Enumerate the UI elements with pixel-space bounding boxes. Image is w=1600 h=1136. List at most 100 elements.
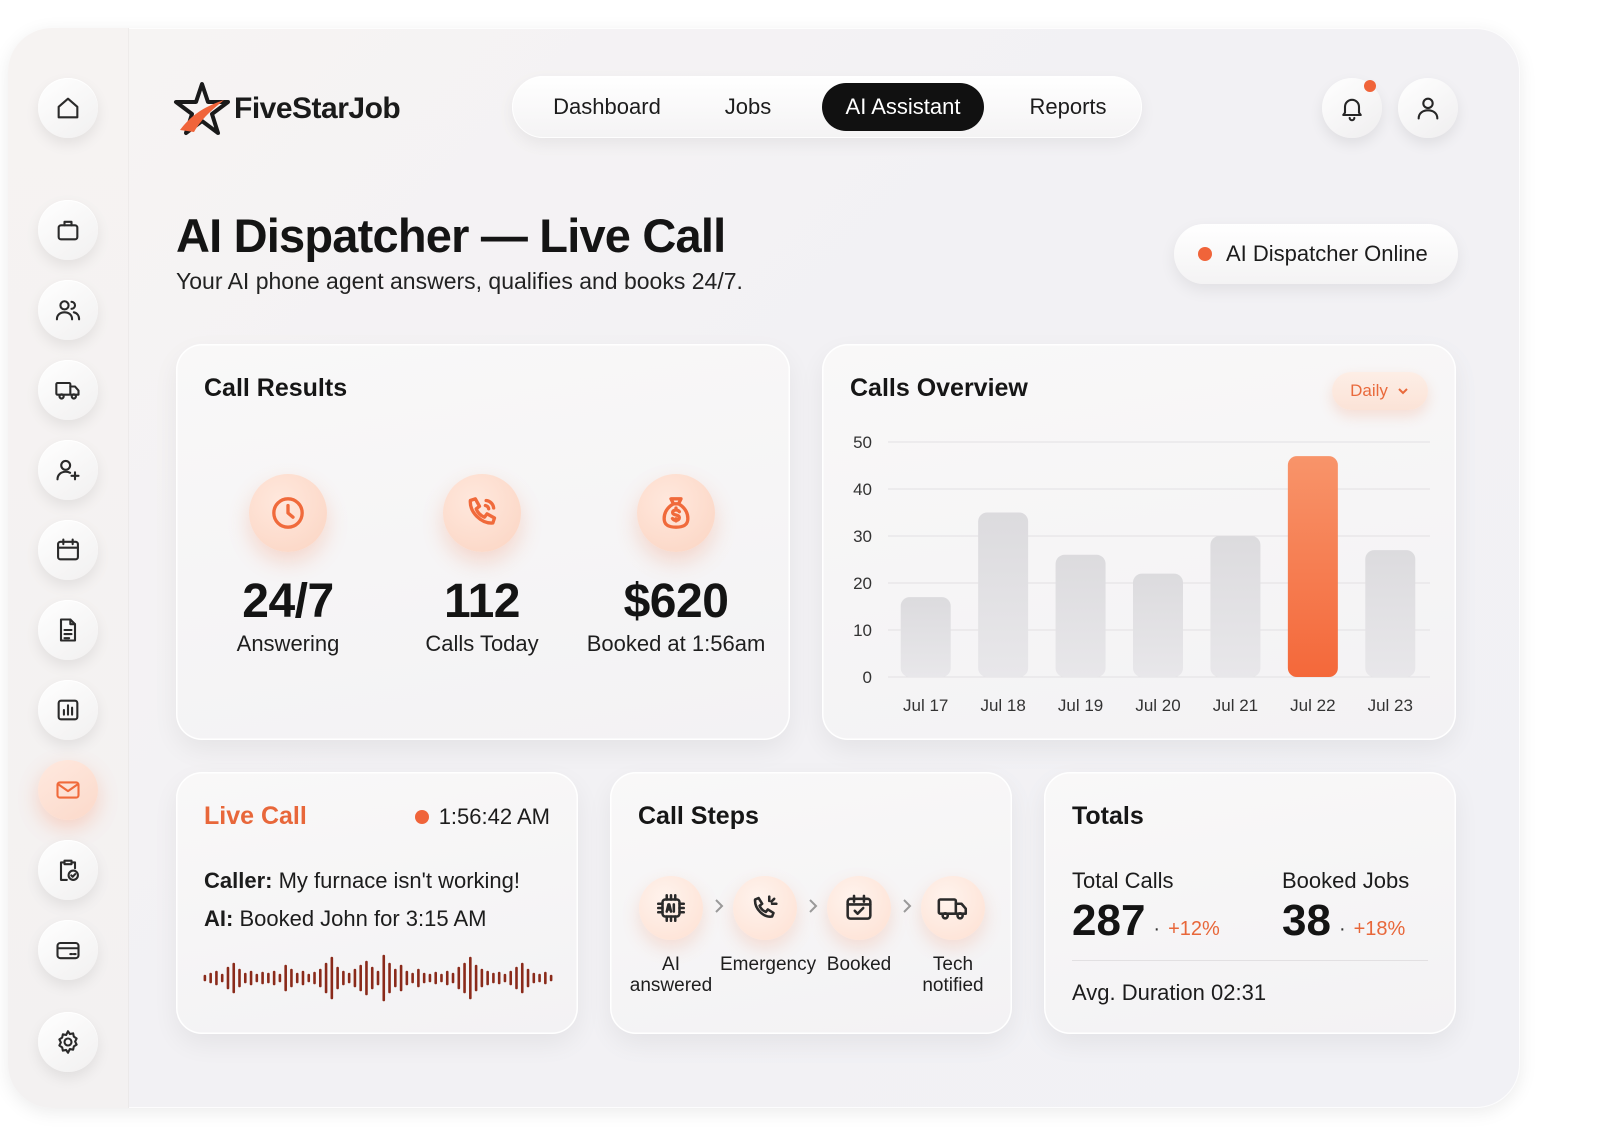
calls-bar-chart: 0 10 20 30 40 50 Jul 17 Jul 18 Jul 19 Jul 20 Jul 2… bbox=[853, 433, 1430, 715]
users-icon bbox=[55, 300, 81, 321]
caller-text: My furnace isn't working! bbox=[278, 868, 521, 893]
status-dot bbox=[1198, 247, 1212, 261]
live-call-time: 1:56:42 AM bbox=[414, 804, 550, 830]
step-icon-wrap bbox=[921, 876, 985, 940]
profile-button[interactable] bbox=[1398, 78, 1458, 138]
tab-dashboard[interactable]: Dashboard bbox=[553, 94, 661, 119]
sidebar-item-jobs[interactable] bbox=[38, 200, 98, 260]
star-logo-icon bbox=[174, 82, 230, 135]
y-tick-label: 50 bbox=[853, 433, 872, 452]
recording-dot bbox=[414, 810, 429, 824]
app-name: FiveStarJob bbox=[234, 92, 401, 125]
live-call-time-text: 1:56:42 AM bbox=[438, 804, 550, 829]
metric-icon-wrap bbox=[443, 474, 521, 552]
calendar-check-icon bbox=[846, 894, 872, 920]
sidebar-item-calendar[interactable] bbox=[38, 520, 98, 580]
separator: · bbox=[1338, 918, 1346, 940]
chevron-right-icon bbox=[715, 899, 724, 913]
x-tick-label: Jul 21 bbox=[1213, 696, 1258, 715]
metric-label: Answering bbox=[236, 631, 340, 656]
period-label: Daily bbox=[1350, 381, 1388, 400]
bar[interactable] bbox=[978, 512, 1029, 678]
metric-label: Booked at 1:56am bbox=[586, 631, 766, 656]
metric-booked: $620 Booked at 1:56am bbox=[576, 474, 776, 657]
metric-icon-wrap bbox=[249, 474, 327, 552]
total-calls-label: Total Calls bbox=[1072, 868, 1174, 893]
calls-overview-card: Calls Overview Daily 0 10 20 30 40 50 Jul 17 Ju… bbox=[822, 344, 1456, 740]
clipboard-check-icon bbox=[59, 859, 79, 881]
step-icon-wrap bbox=[827, 876, 891, 940]
logo[interactable]: FiveStarJob bbox=[172, 80, 401, 138]
period-dropdown[interactable]: Daily bbox=[1332, 372, 1428, 410]
truck-icon bbox=[937, 898, 968, 920]
bar[interactable] bbox=[1055, 554, 1106, 677]
status-text: AI Dispatcher Online bbox=[1226, 241, 1428, 266]
clock-icon bbox=[272, 497, 304, 529]
avg-duration: Avg. Duration 02:31 bbox=[1072, 980, 1267, 1005]
sidebar-item-customers[interactable] bbox=[38, 280, 98, 340]
booked-jobs: 38 · +18% bbox=[1282, 896, 1405, 946]
sidebar-item-add-user[interactable] bbox=[38, 440, 98, 500]
home-icon bbox=[57, 97, 79, 119]
metric-value: $620 bbox=[623, 575, 729, 628]
booked-jobs-value: 38 bbox=[1282, 896, 1331, 945]
step-arrow bbox=[806, 896, 820, 916]
sidebar bbox=[8, 28, 129, 1108]
call-results-title: Call Results bbox=[204, 374, 348, 402]
sidebar-item-dispatch[interactable] bbox=[38, 360, 98, 420]
user-plus-icon bbox=[56, 459, 80, 481]
call-steps-title: Call Steps bbox=[638, 802, 759, 830]
metric-calls-today: 112 Calls Today bbox=[382, 474, 582, 657]
truck-icon bbox=[55, 381, 80, 400]
sidebar-item-documents[interactable] bbox=[38, 600, 98, 660]
dispatcher-status-badge[interactable]: AI Dispatcher Online bbox=[1174, 224, 1458, 284]
caller-label: Caller: bbox=[204, 868, 273, 893]
page-title: AI Dispatcher — Live Call bbox=[176, 209, 726, 262]
y-tick-label: 40 bbox=[853, 480, 872, 499]
app-window: FiveStarJob Dashboard Jobs AI Assistant … bbox=[8, 28, 1520, 1108]
y-tick-label: 0 bbox=[863, 668, 872, 687]
live-call-card: Live Call 1:56:42 AM Caller: My furnace … bbox=[176, 772, 578, 1034]
money-bag-icon bbox=[662, 497, 690, 529]
audio-waveform bbox=[203, 954, 553, 1002]
credit-card-icon bbox=[56, 941, 80, 960]
y-tick-label: 20 bbox=[853, 574, 872, 593]
step-emergency: Emergency bbox=[720, 876, 817, 975]
bar[interactable] bbox=[900, 597, 951, 677]
bar-highlighted[interactable] bbox=[1287, 456, 1338, 677]
sidebar-item-tasks[interactable] bbox=[38, 840, 98, 900]
bar[interactable] bbox=[1133, 573, 1183, 677]
bell-icon bbox=[1342, 98, 1362, 122]
mail-icon bbox=[56, 781, 80, 799]
tab-jobs[interactable]: Jobs bbox=[724, 94, 772, 119]
step-arrow bbox=[712, 896, 726, 916]
metric-value: 24/7 bbox=[242, 575, 334, 628]
step-icon-wrap bbox=[733, 876, 797, 940]
sidebar-item-reports[interactable] bbox=[38, 680, 98, 740]
bar[interactable] bbox=[1210, 536, 1261, 677]
tab-ai-assistant[interactable]: AI Assistant bbox=[822, 83, 984, 131]
x-tick-label: Jul 19 bbox=[1058, 696, 1103, 715]
metric-answering: 24/7 Answering bbox=[188, 474, 388, 657]
x-tick-label: Jul 17 bbox=[903, 696, 948, 715]
step-label: Emergency bbox=[720, 954, 817, 975]
bar[interactable] bbox=[1365, 550, 1416, 677]
x-tick-label: Jul 20 bbox=[1135, 696, 1180, 715]
sidebar-item-settings[interactable] bbox=[38, 1012, 98, 1072]
sidebar-item-payments[interactable] bbox=[38, 920, 98, 980]
separator: · bbox=[1153, 918, 1161, 940]
page-subtitle: Your AI phone agent answers, qualifies a… bbox=[176, 268, 743, 294]
caller-line: Caller: My furnace isn't working! bbox=[204, 868, 520, 894]
notifications-button[interactable] bbox=[1322, 78, 1382, 138]
step-icon-wrap bbox=[639, 876, 703, 940]
metric-label: Calls Today bbox=[425, 631, 539, 656]
phone-icon bbox=[468, 497, 497, 525]
calendar-icon bbox=[57, 538, 79, 561]
tab-reports[interactable]: Reports bbox=[1029, 94, 1107, 119]
sidebar-item-messages[interactable] bbox=[38, 760, 98, 820]
x-tick-label: Jul 18 bbox=[980, 696, 1025, 715]
step-label: Booked bbox=[826, 954, 892, 975]
sidebar-item-home[interactable] bbox=[38, 78, 98, 138]
ai-line: AI: Booked John for 3:15 AM bbox=[204, 906, 487, 932]
calls-overview-title: Calls Overview bbox=[850, 374, 1028, 402]
